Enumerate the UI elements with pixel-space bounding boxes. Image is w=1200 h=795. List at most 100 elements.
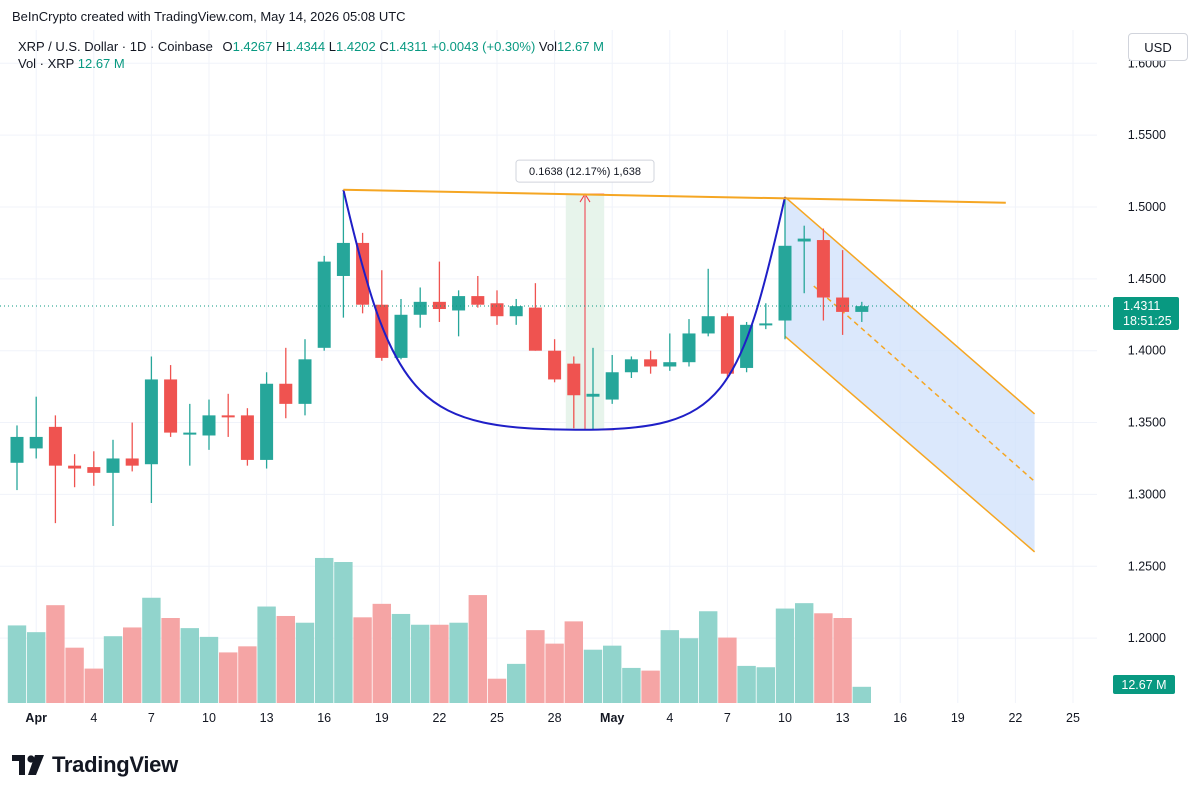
price-range-measurement: 0.1638 (12.17%) 1,638 <box>515 159 655 431</box>
measure-label-box <box>515 159 655 183</box>
volume-bar <box>430 624 449 703</box>
volume-bar <box>46 605 65 703</box>
candle <box>567 356 581 429</box>
volume-bar <box>353 617 372 703</box>
candle-body <box>106 458 120 473</box>
candle <box>855 301 869 322</box>
candle-body <box>567 363 581 396</box>
candle-body <box>10 436 24 463</box>
candle <box>125 422 139 472</box>
volume-bar <box>142 597 161 703</box>
candle <box>720 313 734 379</box>
volume-bar <box>699 611 718 703</box>
volume-bar <box>238 646 257 703</box>
volume-bar <box>391 613 411 703</box>
candle-body <box>701 316 715 334</box>
x-tick-label: 25 <box>1066 711 1080 725</box>
volume-bar <box>276 615 295 703</box>
x-tick-label: 4 <box>666 711 673 725</box>
volume-bar <box>795 603 814 703</box>
chart-legend: XRP / U.S. Dollar · 1D · Coinbase O1.426… <box>18 38 604 72</box>
y-tick-label: 1.2500 <box>1128 559 1166 573</box>
candle-body <box>682 333 696 363</box>
volume-bar <box>583 649 603 703</box>
change-value: +0.0043 (+0.30%) <box>431 39 536 54</box>
candle <box>682 319 696 367</box>
candle-body <box>164 379 178 433</box>
x-tick-label: May <box>600 711 624 725</box>
x-tick-label: 10 <box>778 711 792 725</box>
candle-body <box>471 296 485 305</box>
candle <box>740 321 754 373</box>
current-price-tag <box>1113 297 1179 331</box>
candle-body <box>624 359 638 373</box>
y-tick-label: 1.2000 <box>1128 631 1166 645</box>
candle-body <box>816 240 830 298</box>
channel-lower-line <box>784 335 1036 553</box>
y-tick-label: 1.5000 <box>1128 200 1166 214</box>
volume-bar <box>295 622 315 703</box>
candle-body <box>586 393 600 397</box>
candle-body <box>528 307 542 351</box>
volume-value: 12.67 M <box>556 39 604 54</box>
currency-button[interactable]: USD <box>1128 33 1188 61</box>
volume-bar <box>679 638 699 703</box>
chart-credit: BeInCrypto created with TradingView.com,… <box>12 9 406 24</box>
candle-body <box>240 415 254 460</box>
volume-series-value: 12.67 M <box>77 56 125 71</box>
y-tick-label: 1.5500 <box>1128 128 1166 142</box>
volume-bar <box>507 663 526 703</box>
candle-body <box>644 359 658 367</box>
candle-body <box>413 301 427 315</box>
candle <box>29 396 43 459</box>
candle-body <box>432 301 446 310</box>
candle <box>797 225 811 294</box>
candle-body <box>740 324 754 368</box>
close-value: 1.4311 <box>388 39 428 54</box>
volume-bar <box>27 632 46 703</box>
volume-bar <box>84 668 103 703</box>
volume-bar <box>603 645 622 703</box>
volume-bar <box>219 652 238 703</box>
symbol-label: XRP / U.S. Dollar · 1D · Coinbase <box>18 39 213 54</box>
x-tick-label: 13 <box>836 711 850 725</box>
volume-bar <box>65 647 84 703</box>
volume-bar <box>737 665 756 703</box>
x-tick-label: 16 <box>317 711 331 725</box>
open-value: 1.4267 <box>232 39 273 54</box>
x-tick-label: 7 <box>724 711 731 725</box>
ohlc-row: XRP / U.S. Dollar · 1D · Coinbase O1.426… <box>18 38 604 55</box>
cup-pattern <box>342 188 1006 431</box>
volume-bar <box>718 637 737 703</box>
candle-body <box>663 362 677 367</box>
x-tick-label: 28 <box>548 711 562 725</box>
x-tick-label: 13 <box>260 711 274 725</box>
volume-label: Vol <box>538 39 557 54</box>
y-tick-label: 1.3500 <box>1128 416 1166 430</box>
chart-frame[interactable]: 0.1638 (12.17%) 1,638 1.6000 1.5500 1.5000… <box>0 30 1200 735</box>
candle <box>317 255 331 351</box>
candle <box>106 439 120 527</box>
price-chart[interactable]: 0.1638 (12.17%) 1,638 1.60001.55001.5000… <box>0 30 1200 735</box>
low-label: L <box>328 39 336 54</box>
candle <box>452 290 466 337</box>
candle <box>394 298 408 360</box>
candle <box>663 333 677 371</box>
candle-body <box>778 245 792 321</box>
candle-body <box>720 316 734 374</box>
volume-bar <box>161 618 180 703</box>
candle <box>586 347 600 430</box>
resistance-line <box>343 188 1006 204</box>
volume-bar <box>622 667 641 703</box>
volume-bar <box>526 630 545 703</box>
candle <box>644 350 658 374</box>
volume-bar <box>257 606 276 703</box>
low-value: 1.4202 <box>336 39 376 54</box>
candle-body <box>298 359 312 404</box>
candle-body <box>125 458 139 466</box>
candle <box>701 268 715 337</box>
axes: 1.60001.55001.50001.45001.40001.35001.30… <box>25 56 1166 725</box>
volume-bar <box>449 622 468 703</box>
cup-curve <box>342 189 786 431</box>
